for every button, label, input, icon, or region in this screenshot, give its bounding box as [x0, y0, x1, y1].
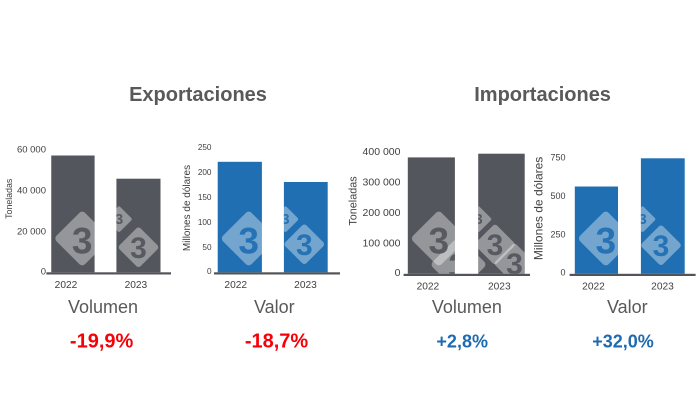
svg-text:0: 0 — [207, 267, 212, 276]
svg-text:200 000: 200 000 — [363, 207, 401, 219]
svg-text:Millones de dólares: Millones de dólares — [532, 157, 546, 260]
svg-text:60 000: 60 000 — [17, 145, 46, 156]
svg-text:2023: 2023 — [294, 280, 317, 291]
svg-text:3: 3 — [238, 220, 259, 261]
svg-text:300 000: 300 000 — [363, 176, 401, 188]
svg-text:250: 250 — [198, 143, 212, 152]
svg-text:3: 3 — [281, 211, 289, 228]
svg-text:0: 0 — [560, 268, 565, 278]
svg-text:Valor: Valor — [254, 297, 295, 317]
svg-text:250: 250 — [550, 230, 565, 240]
svg-text:3: 3 — [474, 211, 482, 228]
svg-text:3: 3 — [115, 211, 123, 228]
svg-text:40 000: 40 000 — [17, 186, 46, 197]
svg-text:20 000: 20 000 — [17, 227, 46, 238]
svg-text:Volumen: Volumen — [432, 297, 502, 317]
svg-text:+32,0%: +32,0% — [592, 331, 654, 351]
svg-text:Importaciones: Importaciones — [474, 84, 611, 106]
svg-text:Valor: Valor — [607, 297, 648, 317]
svg-text:2023: 2023 — [125, 280, 148, 291]
svg-text:50: 50 — [202, 243, 212, 252]
svg-text:100 000: 100 000 — [363, 237, 401, 249]
svg-text:Millones de dólares: Millones de dólares — [182, 165, 193, 251]
svg-text:200: 200 — [198, 168, 212, 177]
svg-text:750: 750 — [550, 152, 565, 162]
svg-text:3: 3 — [130, 232, 147, 265]
svg-text:Toneladas: Toneladas — [348, 176, 360, 226]
svg-text:2023: 2023 — [651, 281, 674, 292]
svg-text:3: 3 — [506, 248, 523, 281]
svg-text:3: 3 — [72, 220, 93, 261]
svg-text:100: 100 — [198, 218, 212, 227]
svg-text:+2,8%: +2,8% — [436, 331, 488, 351]
svg-text:3: 3 — [429, 220, 450, 261]
svg-text:0: 0 — [41, 266, 46, 277]
svg-text:2022: 2022 — [224, 280, 247, 291]
svg-text:3: 3 — [638, 211, 646, 228]
svg-text:2022: 2022 — [55, 280, 78, 291]
svg-text:2023: 2023 — [488, 281, 511, 292]
svg-text:3: 3 — [596, 220, 617, 261]
svg-text:Volumen: Volumen — [68, 297, 138, 317]
svg-text:3: 3 — [487, 229, 504, 262]
svg-text:500: 500 — [550, 191, 565, 201]
svg-text:2022: 2022 — [417, 281, 440, 292]
svg-text:Toneladas: Toneladas — [4, 178, 14, 219]
svg-text:-18,7%: -18,7% — [245, 330, 309, 352]
svg-text:400 000: 400 000 — [363, 146, 401, 158]
svg-text:2022: 2022 — [582, 281, 605, 292]
svg-text:Exportaciones: Exportaciones — [129, 84, 267, 106]
svg-text:0: 0 — [395, 267, 401, 279]
svg-text:3: 3 — [296, 229, 313, 262]
svg-text:150: 150 — [198, 193, 212, 202]
svg-text:3: 3 — [653, 230, 670, 263]
svg-text:-19,9%: -19,9% — [70, 330, 134, 352]
